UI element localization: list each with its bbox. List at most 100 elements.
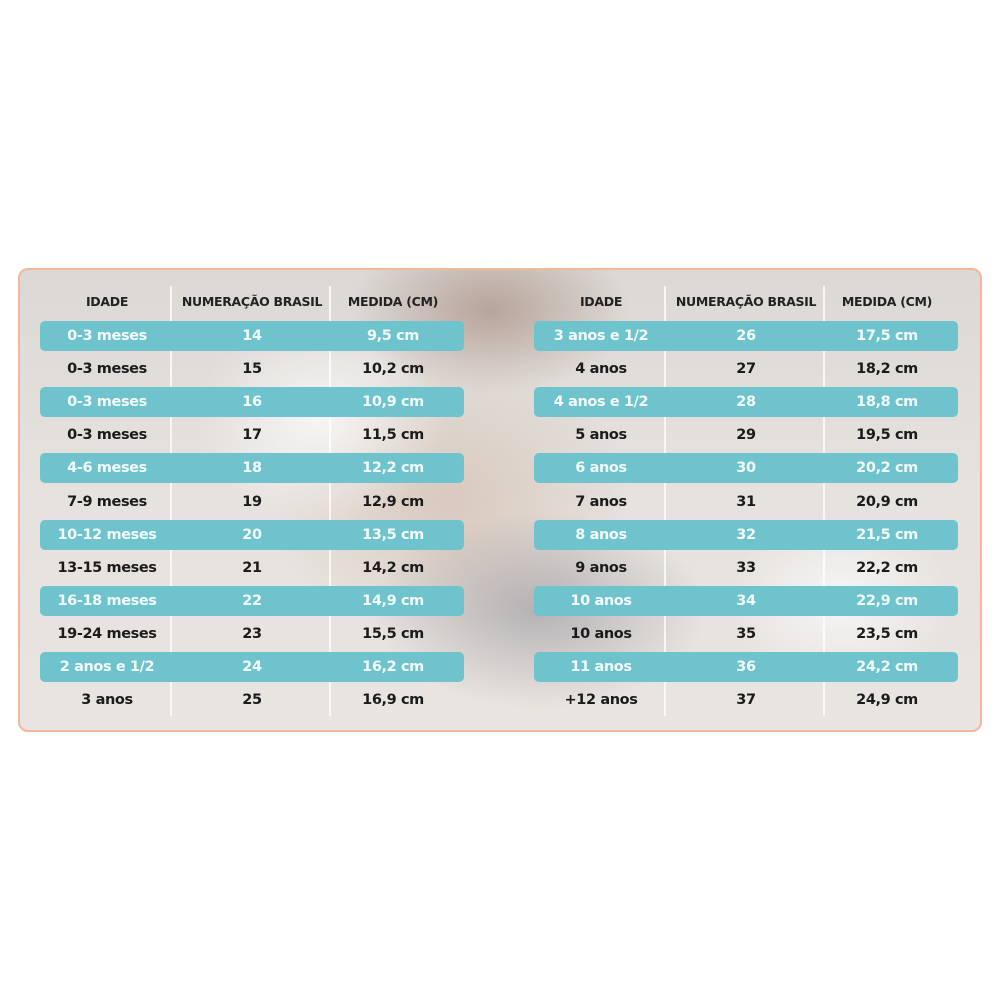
cell-size: 34 — [736, 592, 756, 609]
column-divider — [664, 286, 666, 716]
cell-measure: 24,9 cm — [856, 692, 918, 709]
table-row: 4 anos 27 18,2 cm — [534, 354, 958, 384]
cell-measure: 22,9 cm — [856, 592, 918, 609]
size-chart-card: IDADE NUMERAÇÃO BRASIL MEDIDA (CM) 0-3 mese… — [18, 268, 982, 732]
cell-size: 24 — [242, 659, 262, 675]
header-size: NUMERAÇÃO BRASIL — [181, 294, 323, 309]
header-measure: MEDIDA (CM) — [841, 294, 933, 309]
cell-size: 37 — [736, 692, 756, 709]
cell-measure: 22,2 cm — [856, 559, 918, 576]
cell-age: 0-3 meses — [67, 328, 147, 344]
cell-age: 0-3 meses — [67, 427, 147, 444]
cell-size: 31 — [736, 493, 756, 510]
cell-age: 13-15 meses — [57, 559, 157, 576]
table-row: 0-3 meses 15 10,2 cm — [40, 354, 464, 384]
cell-size: 30 — [736, 460, 756, 477]
cell-size: 26 — [736, 328, 756, 344]
cell-age: 7-9 meses — [67, 493, 147, 510]
header-measure: MEDIDA (CM) — [347, 294, 439, 309]
table-row: 10 anos 34 22,9 cm — [534, 585, 958, 616]
header-age: IDADE — [579, 294, 623, 309]
table-row: 4-6 meses 18 12,2 cm — [40, 453, 464, 484]
table-row: 9 anos 33 22,2 cm — [534, 553, 958, 583]
column-divider — [170, 286, 172, 716]
cell-measure: 24,2 cm — [856, 659, 918, 675]
cell-age: 4-6 meses — [67, 460, 147, 477]
cell-size: 16 — [242, 394, 262, 411]
cell-measure: 13,5 cm — [362, 526, 424, 543]
cell-measure: 20,2 cm — [856, 460, 918, 477]
cell-size: 15 — [242, 361, 262, 378]
header-age: IDADE — [85, 294, 129, 309]
column-divider — [329, 286, 331, 716]
table-row: 10-12 meses 20 13,5 cm — [40, 519, 464, 550]
cell-measure: 23,5 cm — [856, 625, 918, 642]
cell-age: 6 anos — [575, 460, 627, 477]
cell-size: 18 — [242, 460, 262, 477]
table-row: 16-18 meses 22 14,9 cm — [40, 585, 464, 616]
cell-measure: 14,2 cm — [362, 559, 424, 576]
header-size: NUMERAÇÃO BRASIL — [675, 294, 817, 309]
table-row: 0-3 meses 17 11,5 cm — [40, 420, 464, 450]
cell-age: 11 anos — [570, 659, 632, 675]
cell-measure: 10,9 cm — [362, 394, 424, 411]
cell-size: 25 — [242, 692, 262, 709]
cell-age: 16-18 meses — [57, 592, 157, 609]
cell-age: 2 anos e 1/2 — [59, 659, 155, 675]
cell-size: 33 — [736, 559, 756, 576]
cell-age: 3 anos — [81, 692, 133, 709]
table-row: 6 anos 30 20,2 cm — [534, 453, 958, 484]
cell-measure: 15,5 cm — [362, 625, 424, 642]
cell-measure: 18,2 cm — [856, 361, 918, 378]
table-row: 3 anos e 1/2 26 17,5 cm — [534, 321, 958, 351]
cell-age: 10-12 meses — [57, 526, 157, 543]
cell-size: 22 — [242, 592, 262, 609]
cell-size: 35 — [736, 625, 756, 642]
cell-age: 8 anos — [575, 526, 627, 543]
cell-age: 4 anos — [575, 361, 627, 378]
cell-measure: 9,5 cm — [366, 328, 420, 344]
cell-measure: 19,5 cm — [856, 427, 918, 444]
cell-size: 36 — [736, 659, 756, 675]
cell-size: 17 — [242, 427, 262, 444]
table-row: 10 anos 35 23,5 cm — [534, 619, 958, 649]
cell-age: 3 anos e 1/2 — [553, 328, 649, 344]
cell-measure: 20,9 cm — [856, 493, 918, 510]
cell-age: 0-3 meses — [67, 394, 147, 411]
table-row: 2 anos e 1/2 24 16,2 cm — [40, 652, 464, 682]
cell-measure: 21,5 cm — [856, 526, 918, 543]
cell-age: 10 anos — [570, 592, 632, 609]
cell-measure: 17,5 cm — [856, 328, 918, 344]
table-row: 19-24 meses 23 15,5 cm — [40, 619, 464, 649]
size-table-right: IDADE NUMERAÇÃO BRASIL MEDIDA (CM) 3 anos e… — [514, 270, 980, 730]
cell-measure: 12,2 cm — [362, 460, 424, 477]
cell-age: 9 anos — [575, 559, 627, 576]
cell-size: 27 — [736, 361, 756, 378]
cell-size: 28 — [736, 394, 756, 411]
cell-age: 5 anos — [575, 427, 627, 444]
table-row: +12 anos 37 24,9 cm — [534, 685, 958, 715]
cell-measure: 16,9 cm — [362, 692, 424, 709]
cell-measure: 16,2 cm — [362, 659, 424, 675]
table-row: 0-3 meses 14 9,5 cm — [40, 321, 464, 351]
cell-age: 19-24 meses — [57, 625, 157, 642]
table-row: 0-3 meses 16 10,9 cm — [40, 387, 464, 418]
cell-size: 20 — [242, 526, 262, 543]
table-row: 11 anos 36 24,2 cm — [534, 652, 958, 682]
cell-measure: 18,8 cm — [856, 394, 918, 411]
cell-measure: 12,9 cm — [362, 493, 424, 510]
cell-age: 4 anos e 1/2 — [553, 394, 649, 411]
table-row: 7 anos 31 20,9 cm — [534, 487, 958, 517]
cell-age: 7 anos — [575, 493, 627, 510]
cell-measure: 14,9 cm — [362, 592, 424, 609]
table-row: 7-9 meses 19 12,9 cm — [40, 487, 464, 517]
table-row: 3 anos 25 16,9 cm — [40, 685, 464, 715]
cell-size: 19 — [242, 493, 262, 510]
cell-age: 0-3 meses — [67, 361, 147, 378]
table-row: 13-15 meses 21 14,2 cm — [40, 553, 464, 583]
cell-size: 21 — [242, 559, 262, 576]
cell-age: +12 anos — [564, 692, 638, 709]
table-row: 5 anos 29 19,5 cm — [534, 420, 958, 450]
cell-measure: 11,5 cm — [362, 427, 424, 444]
cell-size: 32 — [736, 526, 756, 543]
